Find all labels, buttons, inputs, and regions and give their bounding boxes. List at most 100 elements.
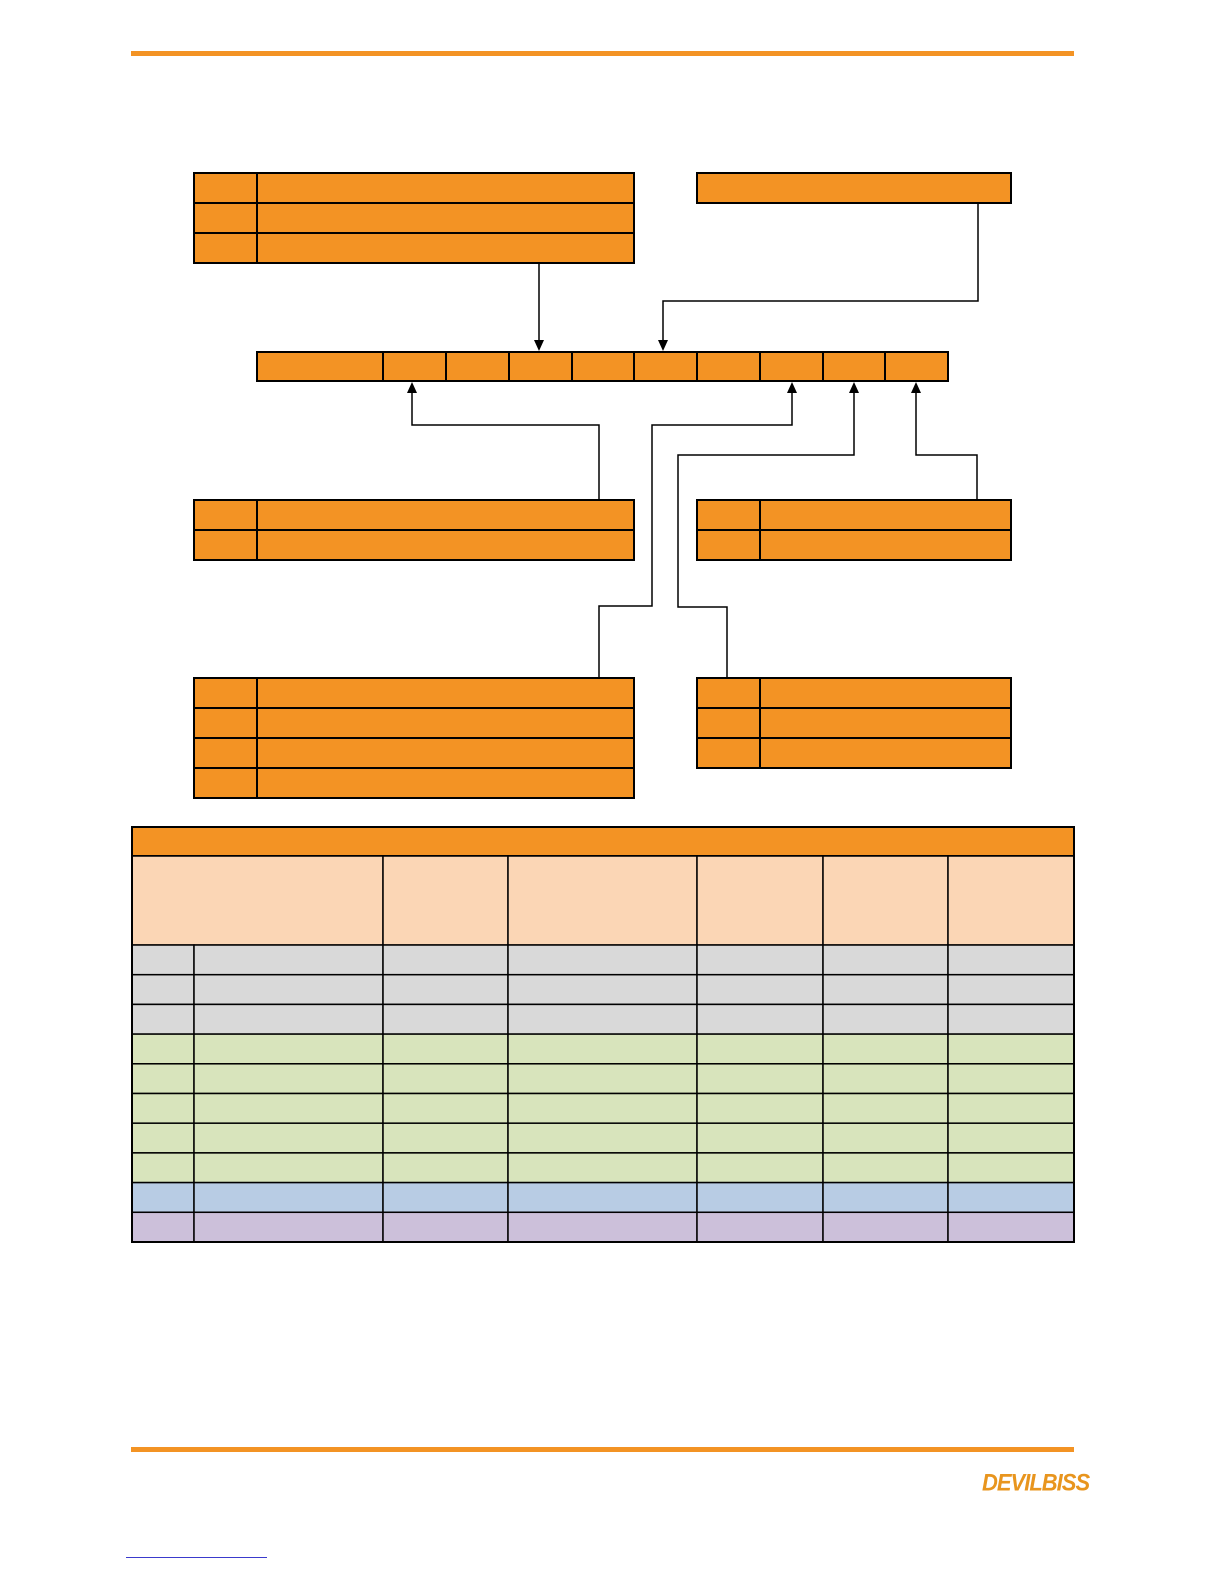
table-cell	[193, 1211, 384, 1243]
table-cell	[131, 1152, 195, 1184]
table-cell	[382, 973, 509, 1006]
table-header-cell	[696, 855, 824, 946]
bit-field-box-d-row	[696, 499, 1012, 531]
bit-field-box-e-row	[193, 737, 635, 769]
footer-link[interactable]	[126, 1557, 267, 1558]
connector	[677, 393, 855, 678]
table-cell	[131, 1092, 195, 1124]
register-bit	[759, 351, 824, 382]
table-cell	[696, 1033, 824, 1065]
table-cell	[947, 1211, 1075, 1243]
arrow-up-icon	[911, 382, 921, 393]
connector	[662, 203, 979, 340]
table-cell	[193, 1092, 384, 1124]
table-cell	[193, 1033, 384, 1065]
table-cell	[193, 1152, 384, 1184]
table-cell	[947, 944, 1075, 976]
table-cell	[507, 1063, 698, 1095]
table-cell	[696, 1092, 824, 1124]
bit-field-box-e-row	[193, 767, 635, 799]
bit-field-box-b	[696, 172, 1012, 204]
table-cell	[822, 1181, 949, 1214]
table-cell	[131, 1033, 195, 1065]
connector	[915, 393, 978, 500]
arrow-down-icon	[658, 340, 668, 351]
table-header-cell	[382, 855, 509, 946]
table-cell	[696, 1152, 824, 1184]
table-cell	[193, 1063, 384, 1095]
table-cell	[382, 1063, 509, 1095]
table-cell	[507, 1152, 698, 1184]
table-cell	[822, 1033, 949, 1065]
table-cell	[382, 1152, 509, 1184]
arrow-up-icon	[787, 382, 797, 393]
register-bit	[445, 351, 510, 382]
table-cell	[822, 1092, 949, 1124]
bit-field-box-d-row	[696, 529, 1012, 561]
bit-field-box-c-row	[193, 499, 635, 531]
table-cell	[822, 973, 949, 1006]
table-header-cell	[131, 855, 384, 946]
table-cell	[696, 1181, 824, 1214]
register-bit	[633, 351, 698, 382]
table-cell	[193, 944, 384, 976]
table-cell	[193, 1003, 384, 1035]
bit-field-box-a-row	[193, 172, 635, 204]
table-cell	[382, 1003, 509, 1035]
register-bit	[571, 351, 635, 382]
arrow-up-icon	[849, 382, 859, 393]
table-title-row	[131, 826, 1075, 857]
table-cell	[131, 1063, 195, 1095]
table-header-cell	[947, 855, 1075, 946]
bit-field-box-f-row	[696, 707, 1012, 739]
register-bit	[508, 351, 573, 382]
table-cell	[947, 1181, 1075, 1214]
arrow-down-icon	[534, 340, 544, 351]
bit-field-box-c-row	[193, 529, 635, 561]
connector	[411, 393, 600, 500]
table-cell	[947, 1092, 1075, 1124]
table-cell	[947, 1033, 1075, 1065]
table-cell	[696, 1003, 824, 1035]
table-cell	[382, 1122, 509, 1154]
table-cell	[193, 1122, 384, 1154]
table-cell	[822, 944, 949, 976]
table-cell	[382, 944, 509, 976]
header-rule	[131, 51, 1074, 56]
table-cell	[507, 944, 698, 976]
table-cell	[382, 1092, 509, 1124]
table-cell	[131, 1122, 195, 1154]
table-cell	[507, 1033, 698, 1065]
register-bit	[696, 351, 761, 382]
bit-field-box-f-row	[696, 677, 1012, 709]
table-cell	[507, 973, 698, 1006]
table-cell	[131, 973, 195, 1006]
table-cell	[131, 1181, 195, 1214]
register-bit	[382, 351, 447, 382]
table-cell	[131, 1003, 195, 1035]
table-cell	[507, 1211, 698, 1243]
table-cell	[822, 1063, 949, 1095]
table-cell	[507, 1122, 698, 1154]
devilbiss-logo: DEVILBISS	[982, 1468, 1090, 1497]
table-cell	[696, 1063, 824, 1095]
table-cell	[507, 1181, 698, 1214]
table-header-cell	[822, 855, 949, 946]
table-cell	[382, 1181, 509, 1214]
footer-rule	[131, 1447, 1074, 1452]
table-cell	[822, 1122, 949, 1154]
table-cell	[193, 973, 384, 1006]
table-cell	[696, 944, 824, 976]
table-cell	[947, 1063, 1075, 1095]
table-cell	[507, 1003, 698, 1035]
register-bit	[822, 351, 886, 382]
table-cell	[947, 973, 1075, 1006]
table-cell	[131, 944, 195, 976]
bit-field-box-e-row	[193, 677, 635, 709]
register-diagram	[131, 172, 1075, 1243]
register-bit	[256, 351, 384, 382]
table-cell	[822, 1003, 949, 1035]
table-cell	[947, 1122, 1075, 1154]
table-cell	[822, 1152, 949, 1184]
